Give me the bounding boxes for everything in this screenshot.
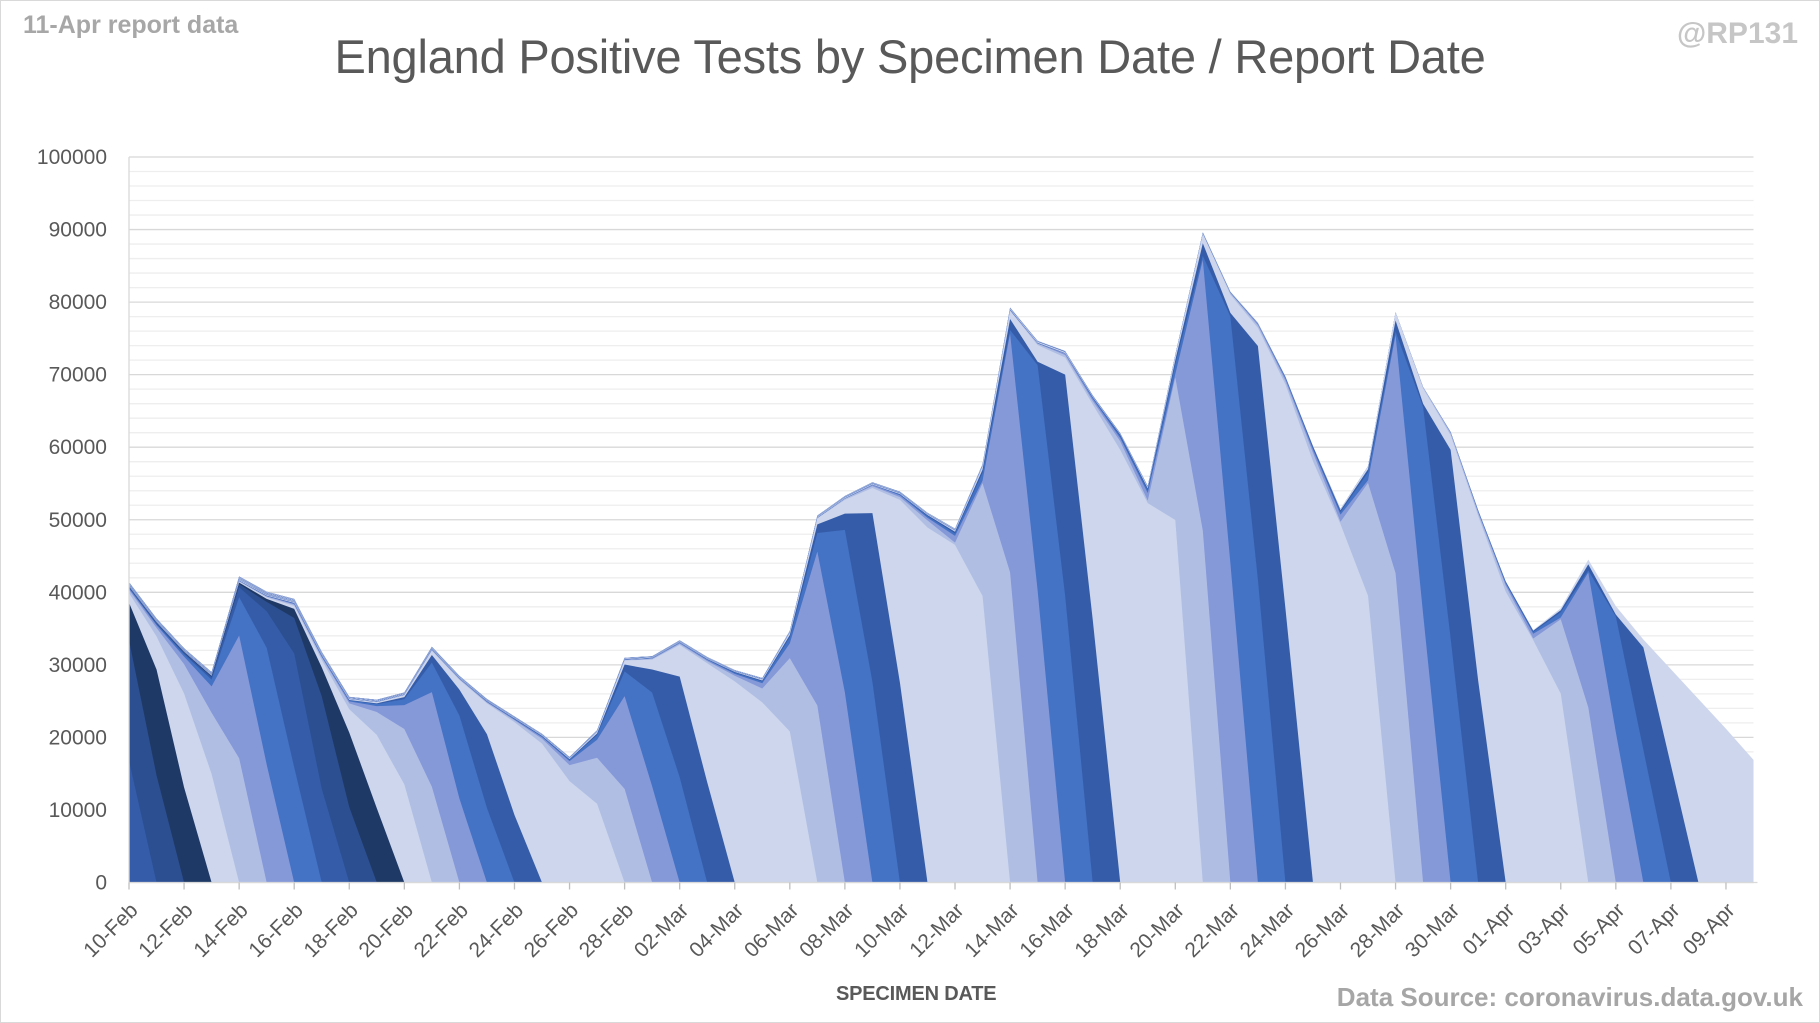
x-tick-label: 03-Apr	[1513, 899, 1574, 960]
x-tick-label: 09-Apr	[1679, 899, 1740, 960]
x-tick-label: 20-Feb	[355, 899, 418, 962]
x-tick-label: 04-Mar	[685, 899, 748, 962]
x-tick-label: 24-Feb	[465, 899, 528, 962]
x-tick-label: 22-Mar	[1181, 899, 1244, 962]
x-tick-label: 14-Mar	[960, 899, 1023, 962]
x-tick-label: 28-Mar	[1346, 899, 1409, 962]
y-tick-label: 70000	[49, 364, 107, 387]
chart-title: England Positive Tests by Specimen Date …	[334, 30, 1486, 83]
x-tick-label: 14-Feb	[189, 899, 252, 962]
y-tick-label: 60000	[49, 436, 107, 459]
y-tick-label: 40000	[49, 581, 107, 604]
x-tick-label: 20-Mar	[1126, 899, 1189, 962]
x-tick-label: 10-Feb	[79, 899, 142, 962]
x-tick-label: 10-Mar	[850, 899, 913, 962]
y-tick-label: 20000	[49, 726, 107, 749]
x-tick-label: 01-Apr	[1458, 899, 1519, 960]
report-series-group	[129, 231, 1754, 883]
x-tick-label: 30-Mar	[1401, 899, 1464, 962]
y-tick-label: 10000	[49, 799, 107, 822]
axes	[128, 157, 1758, 884]
x-tick-label: 18-Mar	[1070, 899, 1133, 962]
report-series-11-Feb	[129, 760, 157, 883]
x-tick-label: 08-Mar	[795, 899, 858, 962]
x-tick-label: 18-Feb	[299, 899, 362, 962]
x-tick-label: 06-Mar	[740, 899, 803, 962]
x-axis-labels: 10-Feb12-Feb14-Feb16-Feb18-Feb20-Feb22-F…	[79, 899, 1739, 962]
x-tick-label: 12-Mar	[905, 899, 968, 962]
watermark-handle: @RP131	[1677, 17, 1798, 50]
x-axis-title: SPECIMEN DATE	[836, 983, 997, 1005]
data-source-label: Data Source: coronavirus.data.gov.uk	[1336, 982, 1803, 1012]
x-tick-label: 28-Feb	[575, 899, 638, 962]
y-tick-label: 30000	[49, 654, 107, 677]
x-tick-label: 26-Mar	[1291, 899, 1354, 962]
x-tick-label: 24-Mar	[1236, 899, 1299, 962]
x-tick-label: 02-Mar	[630, 899, 693, 962]
x-tick-label: 16-Mar	[1015, 899, 1078, 962]
x-tick-label: 05-Apr	[1569, 899, 1630, 960]
report-note-label: 11-Apr report data	[23, 11, 239, 39]
x-tick-label: 26-Feb	[520, 899, 583, 962]
y-axis-labels: 0 10000 20000 30000 40000 50000 60000 70000 8000…	[37, 146, 107, 895]
y-tick-label: 80000	[49, 291, 107, 314]
y-tick-label: 0	[95, 872, 107, 895]
x-axis-ticks	[128, 882, 1727, 890]
x-tick-label: 22-Feb	[410, 899, 473, 962]
y-tick-label: 100000	[37, 146, 107, 169]
x-tick-label: 16-Feb	[244, 899, 307, 962]
y-tick-label: 50000	[49, 509, 107, 532]
x-tick-label: 12-Feb	[134, 899, 197, 962]
y-tick-label: 90000	[49, 219, 107, 242]
x-tick-label: 07-Apr	[1624, 899, 1685, 960]
